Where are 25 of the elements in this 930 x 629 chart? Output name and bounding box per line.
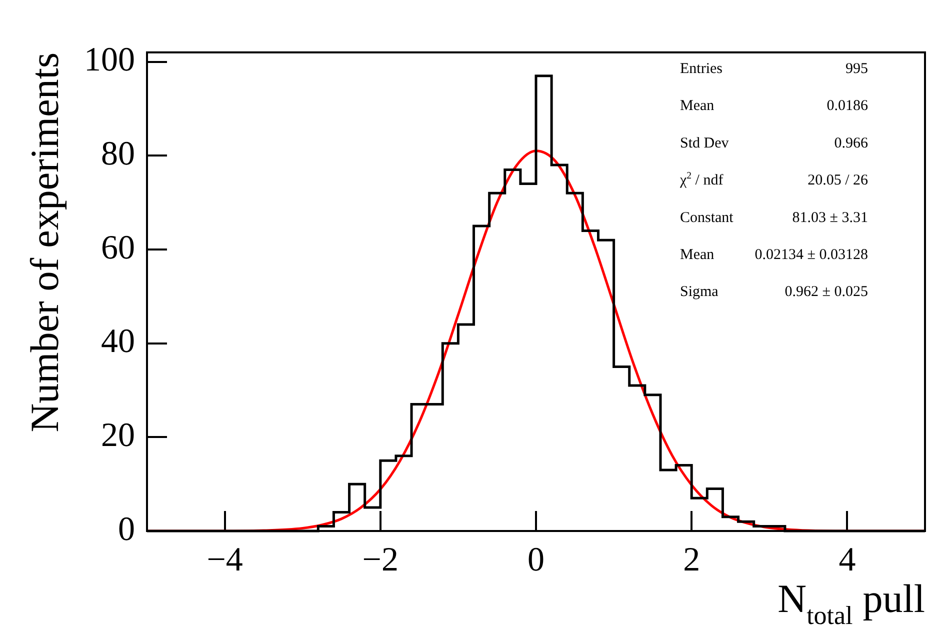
annotation: Mean [680, 247, 715, 263]
annotation: Constant [680, 210, 734, 226]
annotation: Entries [680, 61, 723, 77]
x-tick-label: −4 [206, 541, 243, 578]
y-tick-label: 40 [101, 323, 135, 360]
annotation: 0.02134 ± 0.03128 [754, 247, 868, 263]
annotation: 0.966 [834, 135, 868, 152]
annotation: 0.962 ± 0.025 [784, 284, 868, 300]
y-tick-label: 0 [118, 510, 135, 548]
x-tick-label: 2 [683, 541, 700, 578]
y-tick-label: 100 [84, 42, 135, 79]
annotation: 81.03 ± 3.31 [792, 210, 868, 226]
annotation: 995 [846, 61, 868, 77]
annotation: 0.0186 [826, 98, 868, 114]
annotation: Sigma [680, 284, 719, 300]
annotation: Mean [680, 98, 715, 114]
y-axis-title: Number of experiments [22, 52, 67, 432]
x-tick-label: 0 [528, 541, 544, 578]
x-tick-label: −2 [362, 541, 398, 578]
annotation: 20.05 / 26 [808, 172, 868, 189]
x-tick-label: 4 [838, 541, 856, 578]
y-tick-label: 20 [101, 417, 135, 454]
y-tick-label: 60 [101, 229, 135, 266]
y-tick-label: 80 [101, 136, 135, 173]
annotation: Std Dev [680, 135, 730, 152]
